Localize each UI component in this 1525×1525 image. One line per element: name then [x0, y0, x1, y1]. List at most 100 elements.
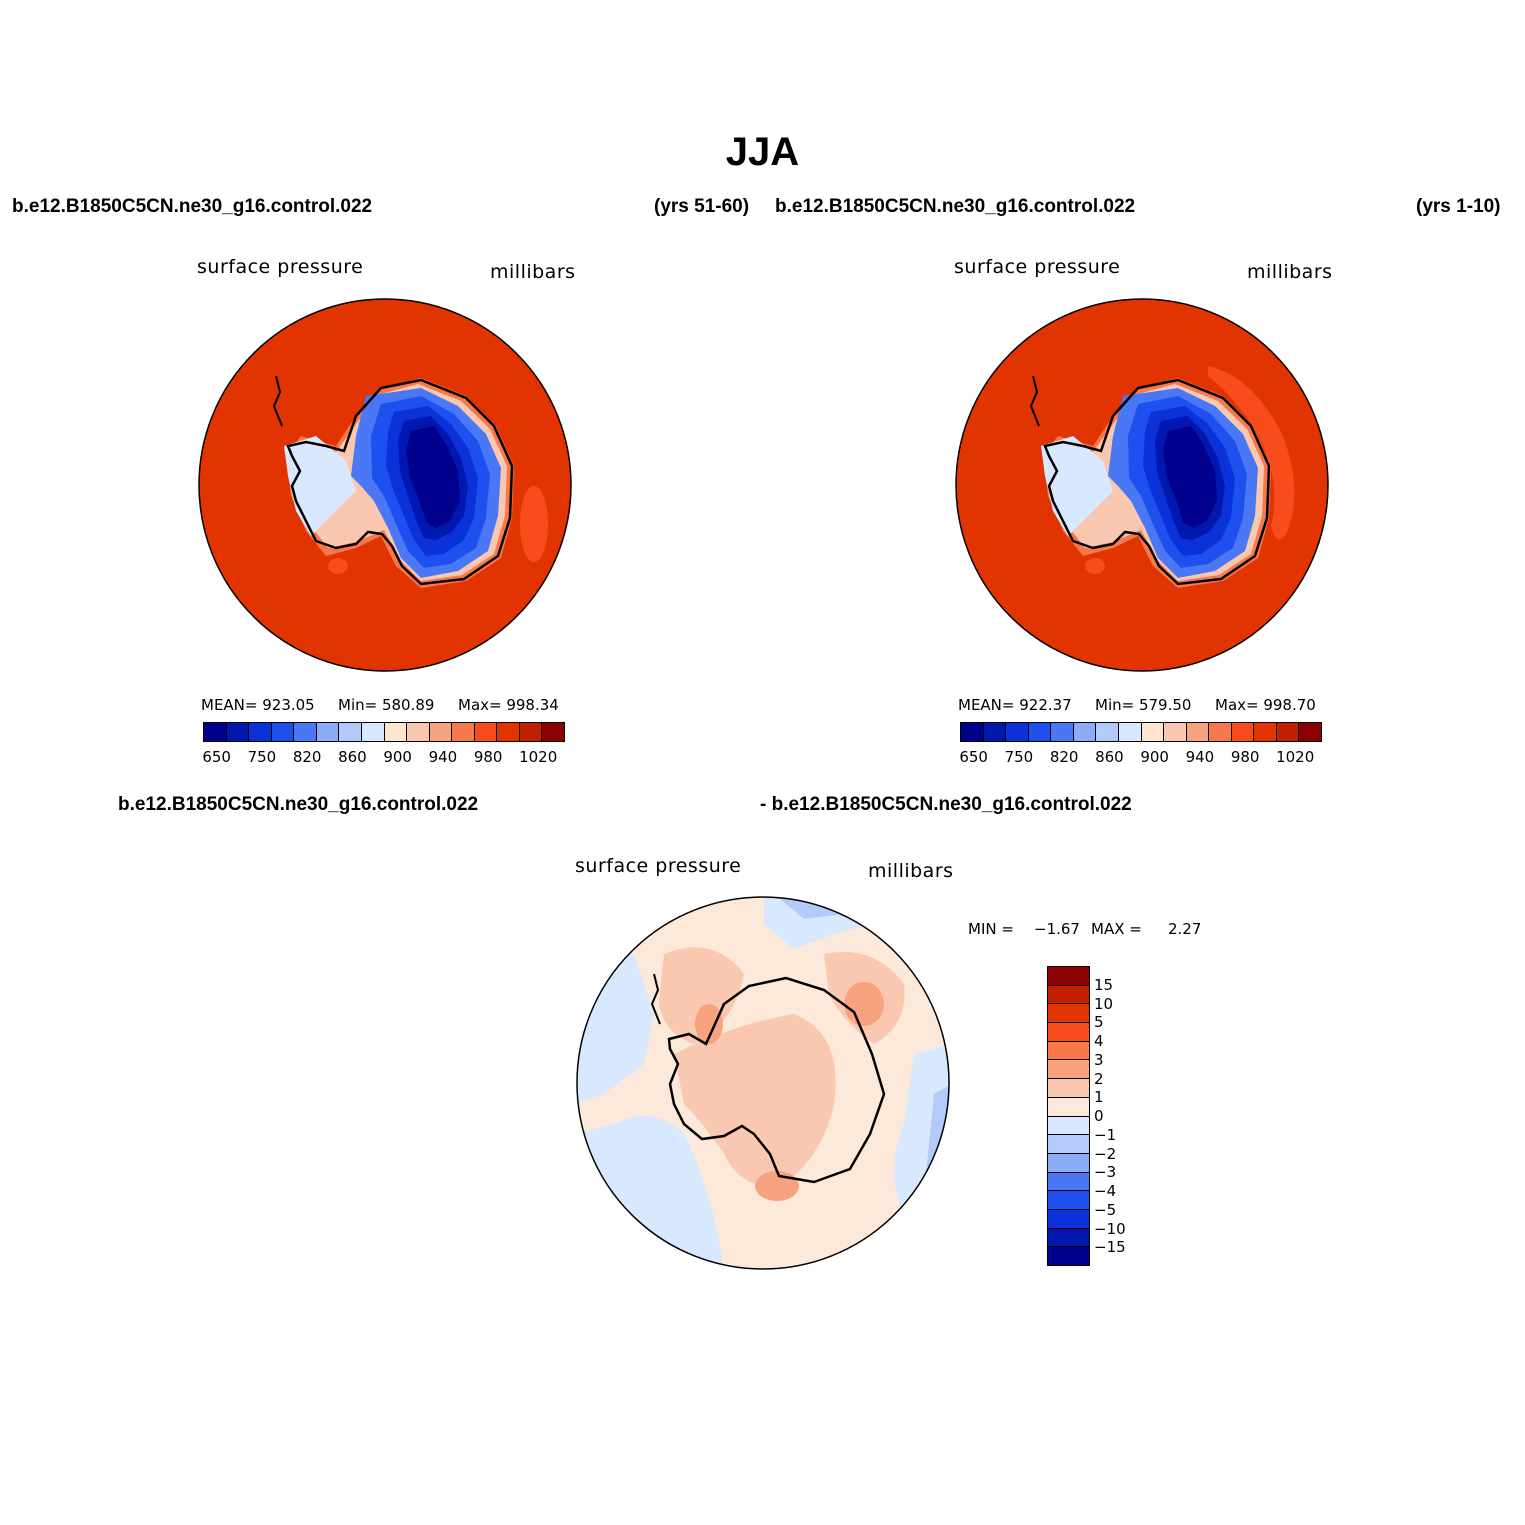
right-colorbar-swatch-1	[983, 723, 1007, 741]
left-colorbar-tick-label: 980	[473, 748, 503, 766]
diff-colorbar-swatch-9	[1048, 1135, 1089, 1154]
diff-colorbar-tick-label: −4	[1094, 1182, 1117, 1200]
right-colorbar-swatch-7	[1118, 723, 1142, 741]
right-colorbar-tick-label: 940	[1185, 748, 1215, 766]
diff-colorbar-tick-label: −15	[1094, 1238, 1126, 1257]
right-colorbar-swatch-15	[1299, 723, 1321, 741]
right-years: (yrs 1-10)	[1416, 196, 1501, 217]
left-units-label: millibars	[490, 261, 576, 283]
right-min: Min= 579.50	[1095, 696, 1192, 714]
diff-colorbar-swatch-7	[1048, 1097, 1089, 1117]
right-colorbar-swatch-8	[1141, 723, 1165, 741]
diff-min-value: −1.67	[1034, 920, 1080, 938]
diff-colorbar-swatch-2	[1048, 1004, 1089, 1024]
left-colorbar-swatch-9	[407, 723, 430, 741]
right-colorbar-tick-label: 1020	[1276, 748, 1315, 766]
left-variable-label: surface pressure	[197, 256, 364, 278]
diff-case-a: b.e12.B1850C5CN.ne30_g16.control.022	[118, 794, 479, 815]
right-colorbar-tick-label: 980	[1230, 748, 1260, 766]
right-colorbar-swatch-13	[1254, 723, 1277, 741]
left-colorbar-swatch-11	[452, 723, 475, 741]
diff-min-label: MIN =	[968, 920, 1014, 938]
right-colorbar-tick-label: 750	[1004, 748, 1034, 766]
diff-colorbar-tick-label: 4	[1094, 1032, 1104, 1050]
left-colorbar-swatch-14	[519, 723, 543, 741]
diff-colorbar-swatch-6	[1048, 1079, 1089, 1098]
diff-max-label: MAX =	[1091, 920, 1142, 938]
right-colorbar-swatch-9	[1164, 723, 1187, 741]
diff-colorbar-tick-label: −2	[1094, 1144, 1117, 1163]
diff-colorbar-swatch-5	[1048, 1060, 1089, 1080]
left-colorbar-tick-label: 1020	[519, 748, 558, 766]
left-colorbar-swatch-4	[294, 723, 317, 741]
left-colorbar-swatch-15	[542, 723, 564, 741]
right-colorbar-swatch-11	[1209, 723, 1232, 741]
figure-title: JJA	[725, 130, 800, 174]
diff-colorbar-swatch-3	[1048, 1023, 1089, 1042]
diff-colorbar-tick-label: 3	[1094, 1050, 1104, 1069]
diff-colorbar-tick-label: −10	[1094, 1219, 1126, 1238]
diff-colorbar-tick-label: 0	[1094, 1107, 1104, 1125]
diff-case-b: - b.e12.B1850C5CN.ne30_g16.control.022	[760, 794, 1132, 815]
right-colorbar-tick-label: 820	[1049, 748, 1079, 766]
left-colorbar-swatch-13	[497, 723, 520, 741]
left-colorbar-swatch-0	[204, 723, 227, 741]
right-colorbar-swatch-12	[1231, 723, 1255, 741]
right-units-label: millibars	[1247, 261, 1333, 283]
right-colorbar	[960, 722, 1322, 742]
diff-colorbar-tick-label: 10	[1094, 994, 1114, 1013]
left-colorbar-swatch-5	[316, 723, 340, 741]
right-colorbar-swatch-14	[1276, 723, 1300, 741]
diff-colorbar-tick-label: 1	[1094, 1088, 1104, 1107]
left-max: Max= 998.34	[458, 696, 559, 714]
diff-colorbar-swatch-1	[1048, 985, 1089, 1005]
left-colorbar-tick-label: 820	[292, 748, 322, 766]
right-colorbar-tick-label: 900	[1140, 748, 1169, 766]
right-variable-label: surface pressure	[954, 256, 1121, 278]
diff-colorbar-tick-label: 2	[1094, 1069, 1104, 1088]
left-colorbar-tick-label: 860	[338, 748, 367, 766]
diff-units-label: millibars	[868, 860, 954, 882]
left-colorbar-swatch-10	[429, 723, 453, 741]
right-max: Max= 998.70	[1215, 696, 1316, 714]
diff-variable-label: surface pressure	[575, 855, 742, 877]
right-colorbar-swatch-3	[1028, 723, 1052, 741]
diff-colorbar-swatch-15	[1048, 1247, 1089, 1265]
left-colorbar	[203, 722, 565, 742]
diff-colorbar-tick-label: 15	[1094, 975, 1114, 994]
diff-colorbar-tick-label: −1	[1094, 1125, 1117, 1144]
right-colorbar-swatch-5	[1073, 723, 1097, 741]
left-colorbar-tick-label: 650	[202, 748, 231, 766]
diff-colorbar-swatch-11	[1048, 1172, 1089, 1192]
left-colorbar-tick-label: 940	[428, 748, 458, 766]
left-mean: MEAN= 923.05	[201, 696, 315, 714]
left-min: Min= 580.89	[338, 696, 435, 714]
right-colorbar-tick-label: 860	[1095, 748, 1124, 766]
right-colorbar-swatch-0	[961, 723, 984, 741]
left-colorbar-swatch-2	[249, 723, 272, 741]
left-colorbar-tick-label: 900	[383, 748, 412, 766]
right-colorbar-tick-label: 650	[959, 748, 988, 766]
right-polar-map	[955, 298, 1329, 672]
diff-colorbar-swatch-8	[1048, 1116, 1089, 1136]
left-colorbar-swatch-3	[271, 723, 295, 741]
diff-colorbar-swatch-12	[1048, 1191, 1089, 1210]
left-colorbar-swatch-6	[339, 723, 362, 741]
right-colorbar-swatch-2	[1006, 723, 1029, 741]
left-colorbar-swatch-1	[226, 723, 250, 741]
right-case-name: b.e12.B1850C5CN.ne30_g16.control.022	[775, 196, 1136, 217]
left-colorbar-swatch-7	[361, 723, 385, 741]
diff-max-value: 2.27	[1168, 920, 1202, 938]
diff-polar-map	[576, 896, 950, 1270]
diff-colorbar	[1047, 966, 1090, 1266]
right-colorbar-swatch-4	[1051, 723, 1074, 741]
diff-colorbar-tick-label: −3	[1094, 1163, 1117, 1182]
diff-colorbar-swatch-14	[1048, 1228, 1089, 1248]
left-polar-map	[198, 298, 572, 672]
left-colorbar-swatch-12	[474, 723, 498, 741]
left-colorbar-tick-label: 750	[247, 748, 277, 766]
diff-colorbar-swatch-4	[1048, 1041, 1089, 1061]
right-colorbar-swatch-6	[1096, 723, 1119, 741]
right-mean: MEAN= 922.37	[958, 696, 1072, 714]
diff-colorbar-tick-label: −5	[1094, 1200, 1117, 1219]
